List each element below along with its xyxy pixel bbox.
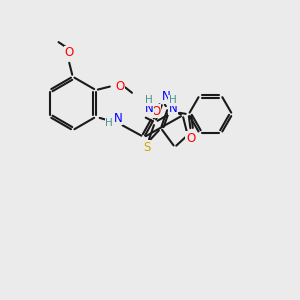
Text: N: N xyxy=(161,90,170,103)
Text: O: O xyxy=(115,80,124,93)
Text: O: O xyxy=(64,46,74,59)
Text: N: N xyxy=(168,102,177,115)
Text: O: O xyxy=(186,132,195,145)
Text: N: N xyxy=(145,102,153,115)
Text: N: N xyxy=(114,112,122,124)
Text: H: H xyxy=(105,118,113,128)
Text: S: S xyxy=(143,140,151,154)
Text: O: O xyxy=(151,105,160,118)
Text: H: H xyxy=(145,95,153,106)
Text: H: H xyxy=(169,95,177,106)
